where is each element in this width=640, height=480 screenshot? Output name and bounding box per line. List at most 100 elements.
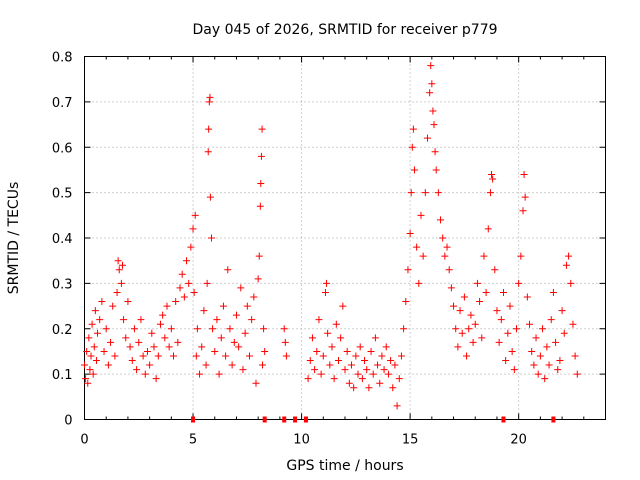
data-point: [94, 329, 102, 337]
baseline-marker: [551, 416, 556, 423]
data-point: [558, 307, 566, 315]
data-point: [495, 338, 503, 346]
data-point: [361, 357, 369, 365]
data-point: [252, 379, 260, 387]
data-point: [397, 352, 405, 360]
data-point: [352, 352, 360, 360]
y-tick-label: 0.2: [52, 323, 73, 338]
data-point: [185, 279, 193, 287]
data-point: [85, 334, 93, 342]
data-point: [190, 288, 198, 296]
data-point: [460, 293, 468, 301]
data-point: [365, 384, 373, 392]
y-tick-label: 0.4: [52, 232, 73, 247]
data-point: [260, 325, 268, 333]
data-point: [204, 148, 212, 156]
data-point: [549, 288, 557, 296]
data-point: [395, 375, 403, 383]
data-point: [348, 361, 356, 369]
data-point: [330, 375, 338, 383]
data-point: [258, 125, 266, 133]
data-point: [560, 329, 568, 337]
data-point: [174, 338, 182, 346]
data-point: [528, 347, 536, 355]
data-point: [343, 347, 351, 355]
data-point: [205, 98, 213, 106]
data-point: [467, 311, 475, 319]
x-tick-label: 20: [510, 433, 527, 448]
data-point: [391, 361, 399, 369]
data-points: [81, 62, 581, 423]
data-point: [530, 361, 538, 369]
data-point: [554, 366, 562, 374]
data-point: [556, 357, 564, 365]
data-point: [445, 266, 453, 274]
data-point: [441, 252, 449, 260]
data-point: [137, 316, 145, 324]
data-point: [154, 352, 162, 360]
data-point: [254, 275, 262, 283]
data-point: [541, 375, 549, 383]
data-point: [484, 225, 492, 233]
data-point: [237, 284, 245, 292]
data-point: [167, 325, 175, 333]
data-point: [324, 329, 332, 337]
data-point: [497, 316, 505, 324]
data-point: [480, 252, 488, 260]
data-point: [248, 316, 256, 324]
data-point: [393, 402, 401, 410]
y-tick-label: 0: [64, 414, 72, 429]
y-tick-label: 0.7: [52, 96, 73, 111]
data-point: [143, 347, 151, 355]
data-point: [510, 366, 518, 374]
data-point: [228, 361, 236, 369]
data-point: [463, 352, 471, 360]
data-point: [334, 357, 342, 365]
data-point: [150, 343, 158, 351]
data-point: [311, 366, 319, 374]
data-point: [428, 80, 436, 88]
data-point: [141, 370, 149, 378]
data-point: [339, 302, 347, 310]
data-point: [109, 302, 117, 310]
data-point: [91, 307, 99, 315]
data-point: [521, 193, 529, 201]
data-point: [84, 379, 92, 387]
data-point: [317, 370, 325, 378]
data-point: [111, 352, 119, 360]
data-point: [378, 352, 386, 360]
data-point: [126, 343, 134, 351]
x-tick-label: 15: [402, 433, 419, 448]
data-point: [92, 357, 100, 365]
data-point: [176, 284, 184, 292]
data-point: [489, 175, 497, 183]
data-point: [183, 257, 191, 265]
data-point: [241, 329, 249, 337]
data-point: [447, 284, 455, 292]
data-point: [380, 366, 388, 374]
data-point: [423, 134, 431, 142]
data-point: [517, 252, 525, 260]
data-point: [321, 288, 329, 296]
data-point: [434, 189, 442, 197]
y-tick-label: 0.3: [52, 277, 73, 292]
data-point: [161, 334, 169, 342]
data-point: [128, 357, 136, 365]
data-point: [255, 252, 263, 260]
data-point: [187, 243, 195, 251]
data-point: [415, 279, 423, 287]
data-point: [432, 166, 440, 174]
data-point: [205, 125, 213, 133]
data-point: [536, 352, 544, 360]
data-point: [203, 279, 211, 287]
data-point: [571, 352, 579, 360]
grid-lines: [84, 56, 606, 420]
data-point: [371, 334, 379, 342]
y-axis-label: SRMTID / TECUs: [6, 182, 22, 295]
data-point: [443, 243, 451, 251]
data-point: [332, 320, 340, 328]
chart-title: Day 045 of 2026, SRMTID for receiver p77…: [192, 22, 497, 38]
data-point: [478, 334, 486, 342]
data-point: [98, 298, 106, 306]
data-point: [226, 325, 234, 333]
